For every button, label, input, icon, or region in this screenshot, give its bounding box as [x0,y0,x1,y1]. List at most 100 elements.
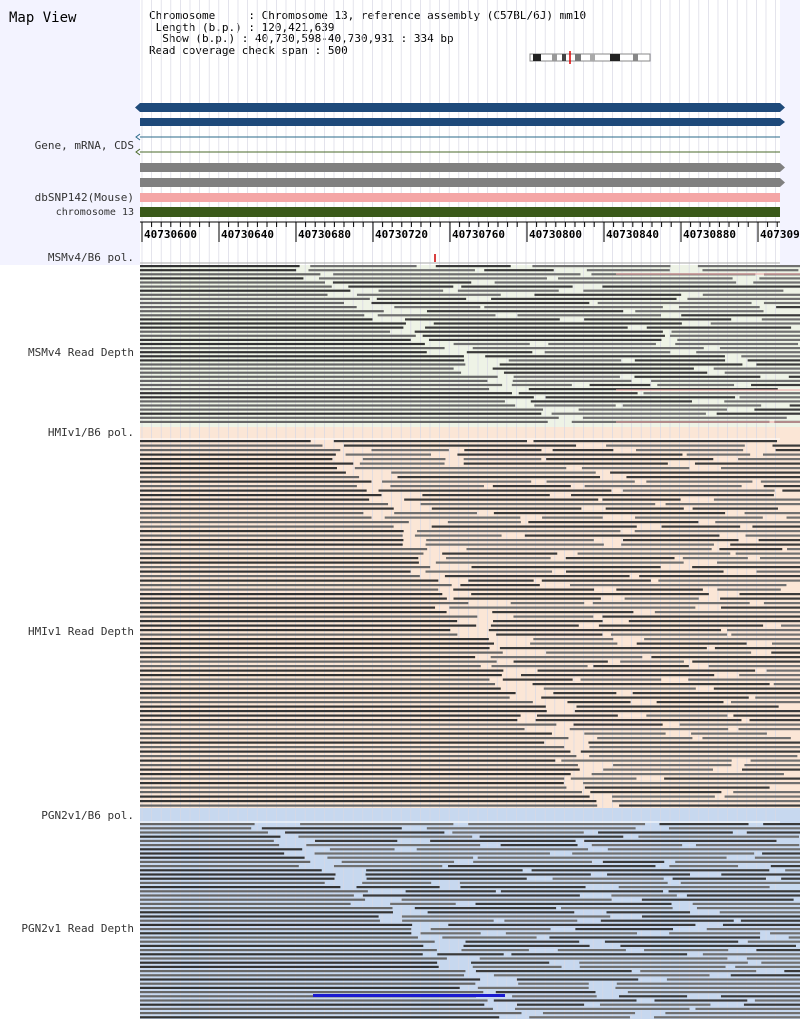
read-segment[interactable] [628,620,800,623]
read-segment[interactable] [532,265,671,268]
read-segment[interactable] [140,877,335,880]
read-segment[interactable] [582,416,787,419]
read-segment[interactable] [598,831,733,834]
read-segment[interactable] [605,507,684,510]
read-segment[interactable] [140,548,428,551]
read-segment[interactable] [613,764,732,767]
read-segment[interactable] [558,277,733,280]
read-segment[interactable] [541,696,749,699]
read-segment[interactable] [721,873,800,876]
read-segment[interactable] [140,660,497,663]
read-segment[interactable] [452,831,584,834]
read-segment[interactable] [310,265,417,268]
read-segment[interactable] [140,561,419,564]
read-segment[interactable] [461,285,573,288]
read-segment[interactable] [459,881,668,884]
read-segment[interactable] [140,507,394,510]
read-segment[interactable] [692,660,800,663]
read-segment[interactable] [140,795,590,798]
read-segment[interactable] [140,886,341,889]
read-segment[interactable] [771,651,800,654]
read-segment[interactable] [140,498,370,501]
read-segment[interactable] [463,458,542,461]
read-segment[interactable] [658,579,800,582]
read-segment[interactable] [428,338,662,341]
read-segment[interactable] [548,342,656,346]
read-segment[interactable] [692,902,800,905]
read-segment[interactable] [762,852,800,855]
read-segment[interactable] [722,923,800,926]
read-segment[interactable] [622,404,762,407]
read-segment[interactable] [140,371,462,374]
read-segment[interactable] [140,915,379,918]
read-segment[interactable] [760,480,800,483]
read-segment[interactable] [579,961,748,964]
read-segment[interactable] [471,961,550,964]
read-segment[interactable] [719,911,800,914]
read-segment[interactable] [654,1016,800,1019]
read-segment[interactable] [431,525,637,528]
read-segment[interactable] [651,656,800,659]
read-segment[interactable] [140,269,297,272]
read-segment[interactable] [435,561,684,564]
read-segment[interactable] [140,467,337,470]
read-segment[interactable] [362,458,446,461]
read-segment[interactable] [696,907,800,910]
read-segment[interactable] [657,383,735,387]
read-segment[interactable] [789,404,800,407]
read-segment[interactable] [611,894,677,897]
read-segment[interactable] [580,678,662,681]
read-segment[interactable] [500,844,578,847]
read-segment[interactable] [140,306,357,309]
read-segment[interactable] [687,297,800,300]
read-segment[interactable] [627,991,800,994]
read-segment[interactable] [140,584,452,587]
read-segment[interactable] [616,588,703,591]
read-segment[interactable] [457,453,683,456]
read-segment[interactable] [552,449,614,452]
read-segment[interactable] [405,890,496,893]
read-segment[interactable] [672,877,766,880]
read-segment[interactable] [591,844,683,847]
read-segment[interactable] [140,629,451,632]
read-segment[interactable] [569,584,787,587]
read-segment[interactable] [508,359,622,362]
read-segment[interactable] [416,848,589,851]
read-segment[interactable] [750,759,800,762]
read-segment[interactable] [636,449,744,452]
read-segment[interactable] [735,552,800,555]
read-segment[interactable] [140,683,496,686]
read-segment[interactable] [140,420,548,423]
read-segment[interactable] [140,705,546,708]
read-segment[interactable] [589,755,798,758]
read-segment[interactable] [491,297,677,300]
read-segment[interactable] [665,503,800,506]
read-segment[interactable] [140,615,478,618]
read-segment[interactable] [140,503,389,506]
read-segment[interactable] [333,865,443,868]
read-segment[interactable] [140,949,437,952]
read-segment[interactable] [140,277,304,280]
read-segment[interactable] [140,701,533,704]
read-segment[interactable] [602,860,665,863]
read-segment[interactable] [475,970,632,973]
read-segment[interactable] [425,543,604,546]
read-segment[interactable] [140,894,354,897]
read-segment[interactable] [465,940,580,943]
read-segment[interactable] [584,786,770,789]
read-segment[interactable] [758,539,800,542]
read-segment[interactable] [579,965,726,968]
read-segment[interactable] [420,932,481,935]
read-segment[interactable] [695,1007,800,1010]
read-segment[interactable] [763,485,800,488]
read-segment[interactable] [772,642,800,645]
read-segment[interactable] [140,982,476,985]
read-segment[interactable] [714,647,800,650]
read-segment[interactable] [576,705,779,708]
read-segment[interactable] [140,860,311,863]
read-segment[interactable] [140,485,357,488]
read-segment[interactable] [756,570,800,573]
read-segment[interactable] [607,873,691,876]
read-segment[interactable] [546,651,752,654]
read-segment[interactable] [776,306,800,309]
